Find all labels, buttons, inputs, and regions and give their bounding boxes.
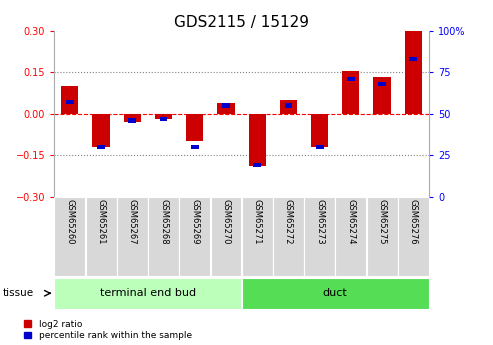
Bar [409, 57, 417, 61]
Text: GSM65274: GSM65274 [347, 199, 355, 245]
Bar [374, 77, 390, 114]
Text: GSM65267: GSM65267 [128, 199, 137, 245]
Bar [86, 197, 116, 276]
Bar [280, 100, 297, 114]
Bar [335, 197, 366, 276]
Bar [316, 145, 323, 149]
Text: GSM65271: GSM65271 [253, 199, 262, 245]
Bar [347, 77, 355, 81]
Bar [93, 114, 109, 147]
Bar [191, 145, 199, 149]
Bar [148, 197, 179, 276]
Bar [222, 104, 230, 108]
Bar [124, 114, 141, 122]
Text: duct: duct [323, 288, 348, 298]
Bar [117, 197, 148, 276]
Bar [54, 278, 242, 309]
Text: GSM65269: GSM65269 [190, 199, 199, 245]
Bar [304, 197, 335, 276]
Bar [405, 31, 422, 114]
Bar [128, 118, 136, 123]
Title: GDS2115 / 15129: GDS2115 / 15129 [174, 15, 309, 30]
Bar [66, 100, 74, 105]
Bar [61, 86, 78, 114]
Bar [378, 82, 386, 86]
Text: GSM65268: GSM65268 [159, 199, 168, 245]
Text: GSM65261: GSM65261 [97, 199, 106, 245]
Bar [311, 114, 328, 147]
Text: GSM65270: GSM65270 [221, 199, 230, 245]
Bar [284, 104, 292, 108]
Bar [54, 197, 85, 276]
Bar [242, 278, 429, 309]
Bar [248, 114, 266, 166]
Bar [211, 197, 242, 276]
Bar [242, 197, 273, 276]
Bar [97, 145, 105, 149]
Bar [155, 114, 172, 119]
Text: GSM65273: GSM65273 [315, 199, 324, 245]
Text: GSM65272: GSM65272 [284, 199, 293, 245]
Text: GSM65275: GSM65275 [378, 199, 387, 245]
Text: GSM65276: GSM65276 [409, 199, 418, 245]
Bar [179, 197, 210, 276]
Bar [398, 197, 429, 276]
Bar [342, 71, 359, 114]
Bar [160, 117, 168, 121]
Text: terminal end bud: terminal end bud [100, 288, 196, 298]
Bar [367, 197, 397, 276]
Legend: log2 ratio, percentile rank within the sample: log2 ratio, percentile rank within the s… [24, 320, 192, 341]
Bar [186, 114, 203, 141]
Text: GSM65260: GSM65260 [66, 199, 74, 245]
Bar [253, 163, 261, 167]
Bar [273, 197, 304, 276]
Bar [217, 103, 235, 114]
Text: tissue: tissue [2, 288, 34, 298]
